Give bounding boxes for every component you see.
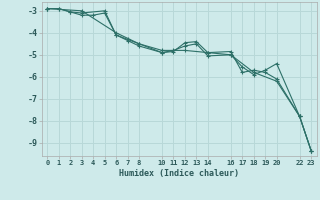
X-axis label: Humidex (Indice chaleur): Humidex (Indice chaleur) [119,169,239,178]
